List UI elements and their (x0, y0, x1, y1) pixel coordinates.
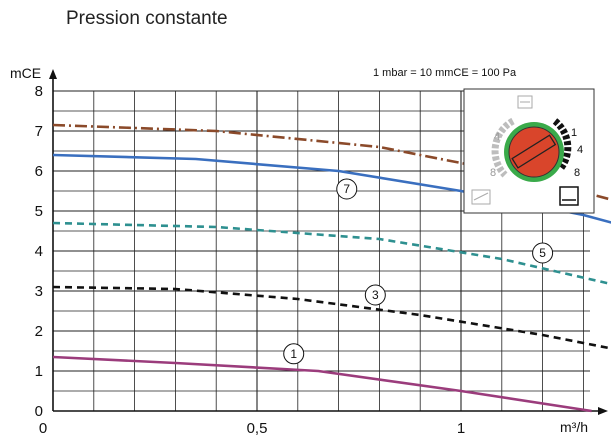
curve-label-circle-3 (364, 284, 386, 306)
y-tick-label: 0 (35, 403, 43, 420)
curve-label-circle-1 (283, 343, 305, 365)
y-tick-label: 2 (35, 323, 43, 340)
y-tick-label: 5 (35, 203, 43, 220)
curve-label-circle-5 (532, 242, 554, 264)
curve-label-7: 7 (343, 182, 350, 196)
curve-label-circle-7 (336, 178, 358, 200)
mode-button-icon (559, 186, 579, 206)
pump-dial-inset: 1 4 8 4 8 (463, 88, 595, 214)
series-group (52, 123, 611, 413)
dial-label-8-left: 8 (490, 167, 496, 179)
x-tick-label: 1 (457, 420, 465, 437)
series-5-line (52, 221, 611, 286)
curve-label-5: 5 (539, 246, 546, 260)
y-tick-label: 3 (35, 283, 43, 300)
dial-label-8: 8 (574, 167, 580, 179)
unit-note: 1 mbar = 10 mmCE = 100 Pa (373, 67, 517, 79)
series-1-line (52, 355, 592, 413)
x-tick-label: 0,5 (247, 420, 268, 437)
y-tick-label: 7 (35, 123, 43, 140)
y-axis-label: mCE (10, 65, 41, 81)
chart-title: Pression constante (66, 8, 228, 29)
constant-pressure-icon (517, 95, 533, 109)
y-tick-label: 6 (35, 163, 43, 180)
curve-label-3: 3 (372, 288, 379, 302)
x-axis-arrow (598, 407, 608, 415)
dial-scale-gray (491, 117, 515, 178)
dial-label-1: 1 (571, 127, 577, 139)
series-8-line (52, 123, 611, 201)
curve-label-1: 1 (290, 347, 297, 361)
dial-scale-black (552, 118, 572, 171)
series-7-line (52, 153, 611, 224)
dial-label-4-left: 4 (494, 131, 500, 143)
axes (49, 69, 608, 415)
x-axis-label: m³/h (560, 419, 588, 435)
y-tick-label: 1 (35, 363, 43, 380)
x-tick-label: 0 (39, 420, 47, 437)
dial-label-4: 4 (577, 144, 583, 156)
dial-pointer (511, 134, 557, 169)
proportional-pressure-icon (471, 189, 491, 205)
dial-knob (508, 126, 560, 178)
y-tick-label: 4 (35, 243, 43, 260)
y-axis-arrow (49, 69, 57, 79)
y-tick-label: 8 (35, 83, 43, 100)
